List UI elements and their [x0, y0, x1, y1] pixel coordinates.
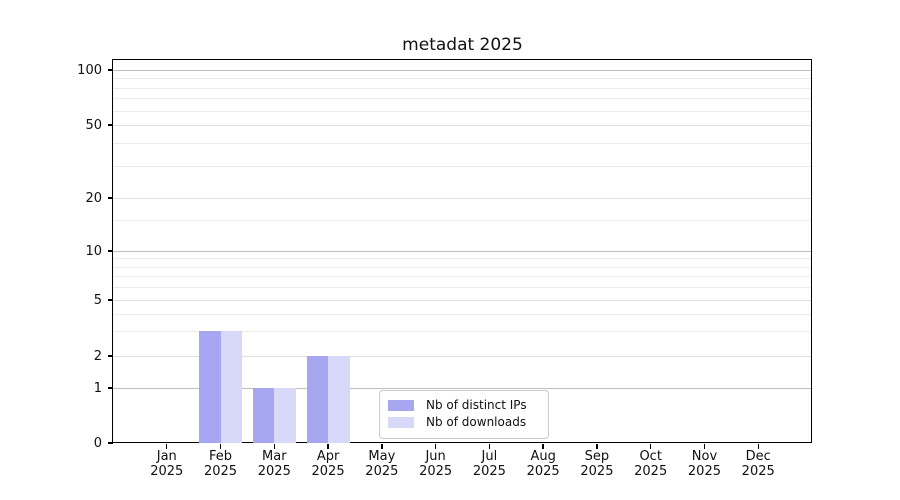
x-tick-label: Sep 2025	[580, 449, 614, 479]
x-tick-label: Jun 2025	[419, 449, 453, 479]
plot-area: Nb of distinct IPs Nb of downloads	[112, 59, 812, 443]
gridline-minor	[113, 287, 811, 289]
legend-swatch-downloads	[388, 417, 414, 428]
x-tick-label: Nov 2025	[687, 449, 721, 479]
x-tick-label: Dec 2025	[741, 449, 775, 479]
x-tick	[542, 444, 544, 449]
gridline-minor	[113, 142, 811, 144]
gridline-minor	[113, 258, 811, 260]
x-tick-label: Apr 2025	[311, 449, 345, 479]
y-tick-label: 20	[85, 190, 102, 206]
x-tick-label: Jul 2025	[472, 449, 506, 479]
y-tick	[108, 387, 113, 389]
y-tick	[108, 124, 113, 126]
gridline-major	[113, 125, 811, 126]
x-tick-label: Jan 2025	[150, 449, 184, 479]
x-tick	[219, 444, 222, 449]
x-tick	[273, 444, 275, 449]
legend-item: Nb of downloads	[388, 415, 540, 430]
y-tick-label: 100	[77, 62, 102, 78]
x-tick	[381, 444, 383, 449]
x-tick	[596, 444, 598, 449]
gridline-minor	[113, 110, 811, 112]
y-tick	[108, 69, 113, 71]
y-tick-label: 50	[85, 117, 102, 133]
y-tick	[108, 197, 113, 199]
x-tick	[166, 444, 168, 449]
gridline-minor	[113, 266, 811, 268]
x-tick-label: Feb 2025	[203, 449, 238, 479]
x-tick	[757, 444, 759, 449]
legend-item: Nb of distinct IPs	[388, 398, 540, 413]
bar-feb-ips	[199, 331, 221, 443]
gridline-minor	[113, 276, 811, 278]
x-tick	[649, 444, 652, 449]
bar-feb-downloads	[220, 331, 243, 443]
x-tick	[488, 444, 491, 449]
x-tick-label: Mar 2025	[257, 449, 291, 479]
legend-label: Nb of distinct IPs	[426, 398, 527, 412]
gridline-minor	[113, 87, 811, 89]
gridline-minor	[113, 165, 811, 167]
gridline-major	[113, 198, 811, 199]
legend-swatch-ips	[388, 400, 414, 411]
gridline-major	[113, 300, 811, 301]
gridline-major	[113, 356, 811, 357]
y-tick	[108, 299, 113, 301]
gridline-major	[113, 388, 811, 389]
y-tick-label: 10	[85, 243, 102, 259]
bar-apr-ips	[306, 356, 329, 443]
y-tick	[108, 250, 113, 252]
bar-mar-downloads	[274, 388, 296, 443]
gridline-minor	[113, 78, 811, 80]
legend-label: Nb of downloads	[426, 415, 527, 429]
gridline-minor	[113, 98, 811, 100]
chart-title: metadat 2025	[402, 35, 523, 55]
x-tick-label: Aug 2025	[526, 449, 560, 479]
y-tick	[108, 355, 113, 357]
y-tick-label: 1	[93, 380, 102, 396]
legend: Nb of distinct IPs Nb of downloads	[379, 390, 549, 439]
gridline-minor	[113, 313, 811, 315]
y-tick-label: 0	[93, 435, 102, 451]
x-tick	[434, 444, 437, 449]
x-tick	[327, 444, 329, 449]
bar-mar-ips	[252, 388, 275, 443]
y-tick	[108, 442, 113, 444]
y-tick-label: 5	[93, 292, 102, 308]
bar-apr-downloads	[328, 356, 350, 443]
gridline-major	[113, 251, 811, 252]
gridline-minor	[113, 219, 811, 221]
x-tick-label: Oct 2025	[634, 449, 668, 479]
gridline-minor	[113, 331, 811, 333]
gridline-major	[113, 70, 811, 71]
x-tick-label: May 2025	[365, 449, 399, 479]
y-tick-label: 2	[93, 348, 102, 364]
x-tick	[703, 444, 706, 449]
